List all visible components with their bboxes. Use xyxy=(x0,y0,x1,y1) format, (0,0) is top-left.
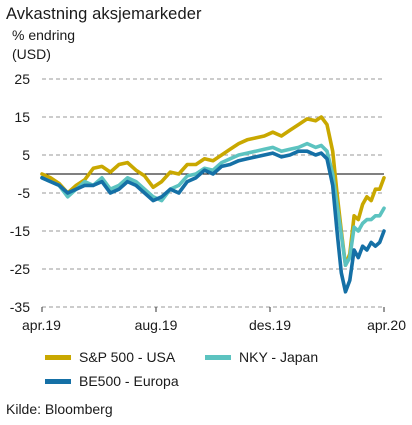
series-line-be500 xyxy=(40,149,386,294)
legend-swatch-be500 xyxy=(45,378,71,384)
legend-label-nky: NKY - Japan xyxy=(239,349,319,365)
y-tick-label: -35 xyxy=(10,299,30,315)
chart-title: Avkastning aksjemarkeder xyxy=(6,5,202,23)
series-line-nky xyxy=(40,141,386,268)
legend-label-sp500: S&P 500 - USA xyxy=(79,349,176,365)
legend-item-sp500: S&P 500 - USA xyxy=(45,349,175,365)
y-tick-label: 25 xyxy=(14,71,30,87)
y-tick-label: 15 xyxy=(14,109,30,125)
x-tick-label: des.19 xyxy=(249,317,291,333)
legend-swatch-nky xyxy=(205,354,231,360)
legend-item-be500: BE500 - Europa xyxy=(45,373,179,389)
y-tick-label: 5 xyxy=(22,147,30,163)
legend-item-nky: NKY - Japan xyxy=(205,349,318,365)
source-note: Kilde: Bloomberg xyxy=(6,401,113,417)
legend-label-be500: BE500 - Europa xyxy=(79,373,179,389)
y-unit-label: % endring xyxy=(12,27,76,43)
legend-swatch-sp500 xyxy=(45,354,71,360)
y-tick-label: -25 xyxy=(10,261,30,277)
x-tick-label: apr.19 xyxy=(22,317,61,333)
y-tick-label: -5 xyxy=(18,185,31,201)
x-tick-label: aug.19 xyxy=(135,317,178,333)
y-tick-label: -15 xyxy=(10,223,30,239)
x-tick-label: apr.20 xyxy=(367,317,406,333)
y-currency-label: (USD) xyxy=(12,46,51,62)
